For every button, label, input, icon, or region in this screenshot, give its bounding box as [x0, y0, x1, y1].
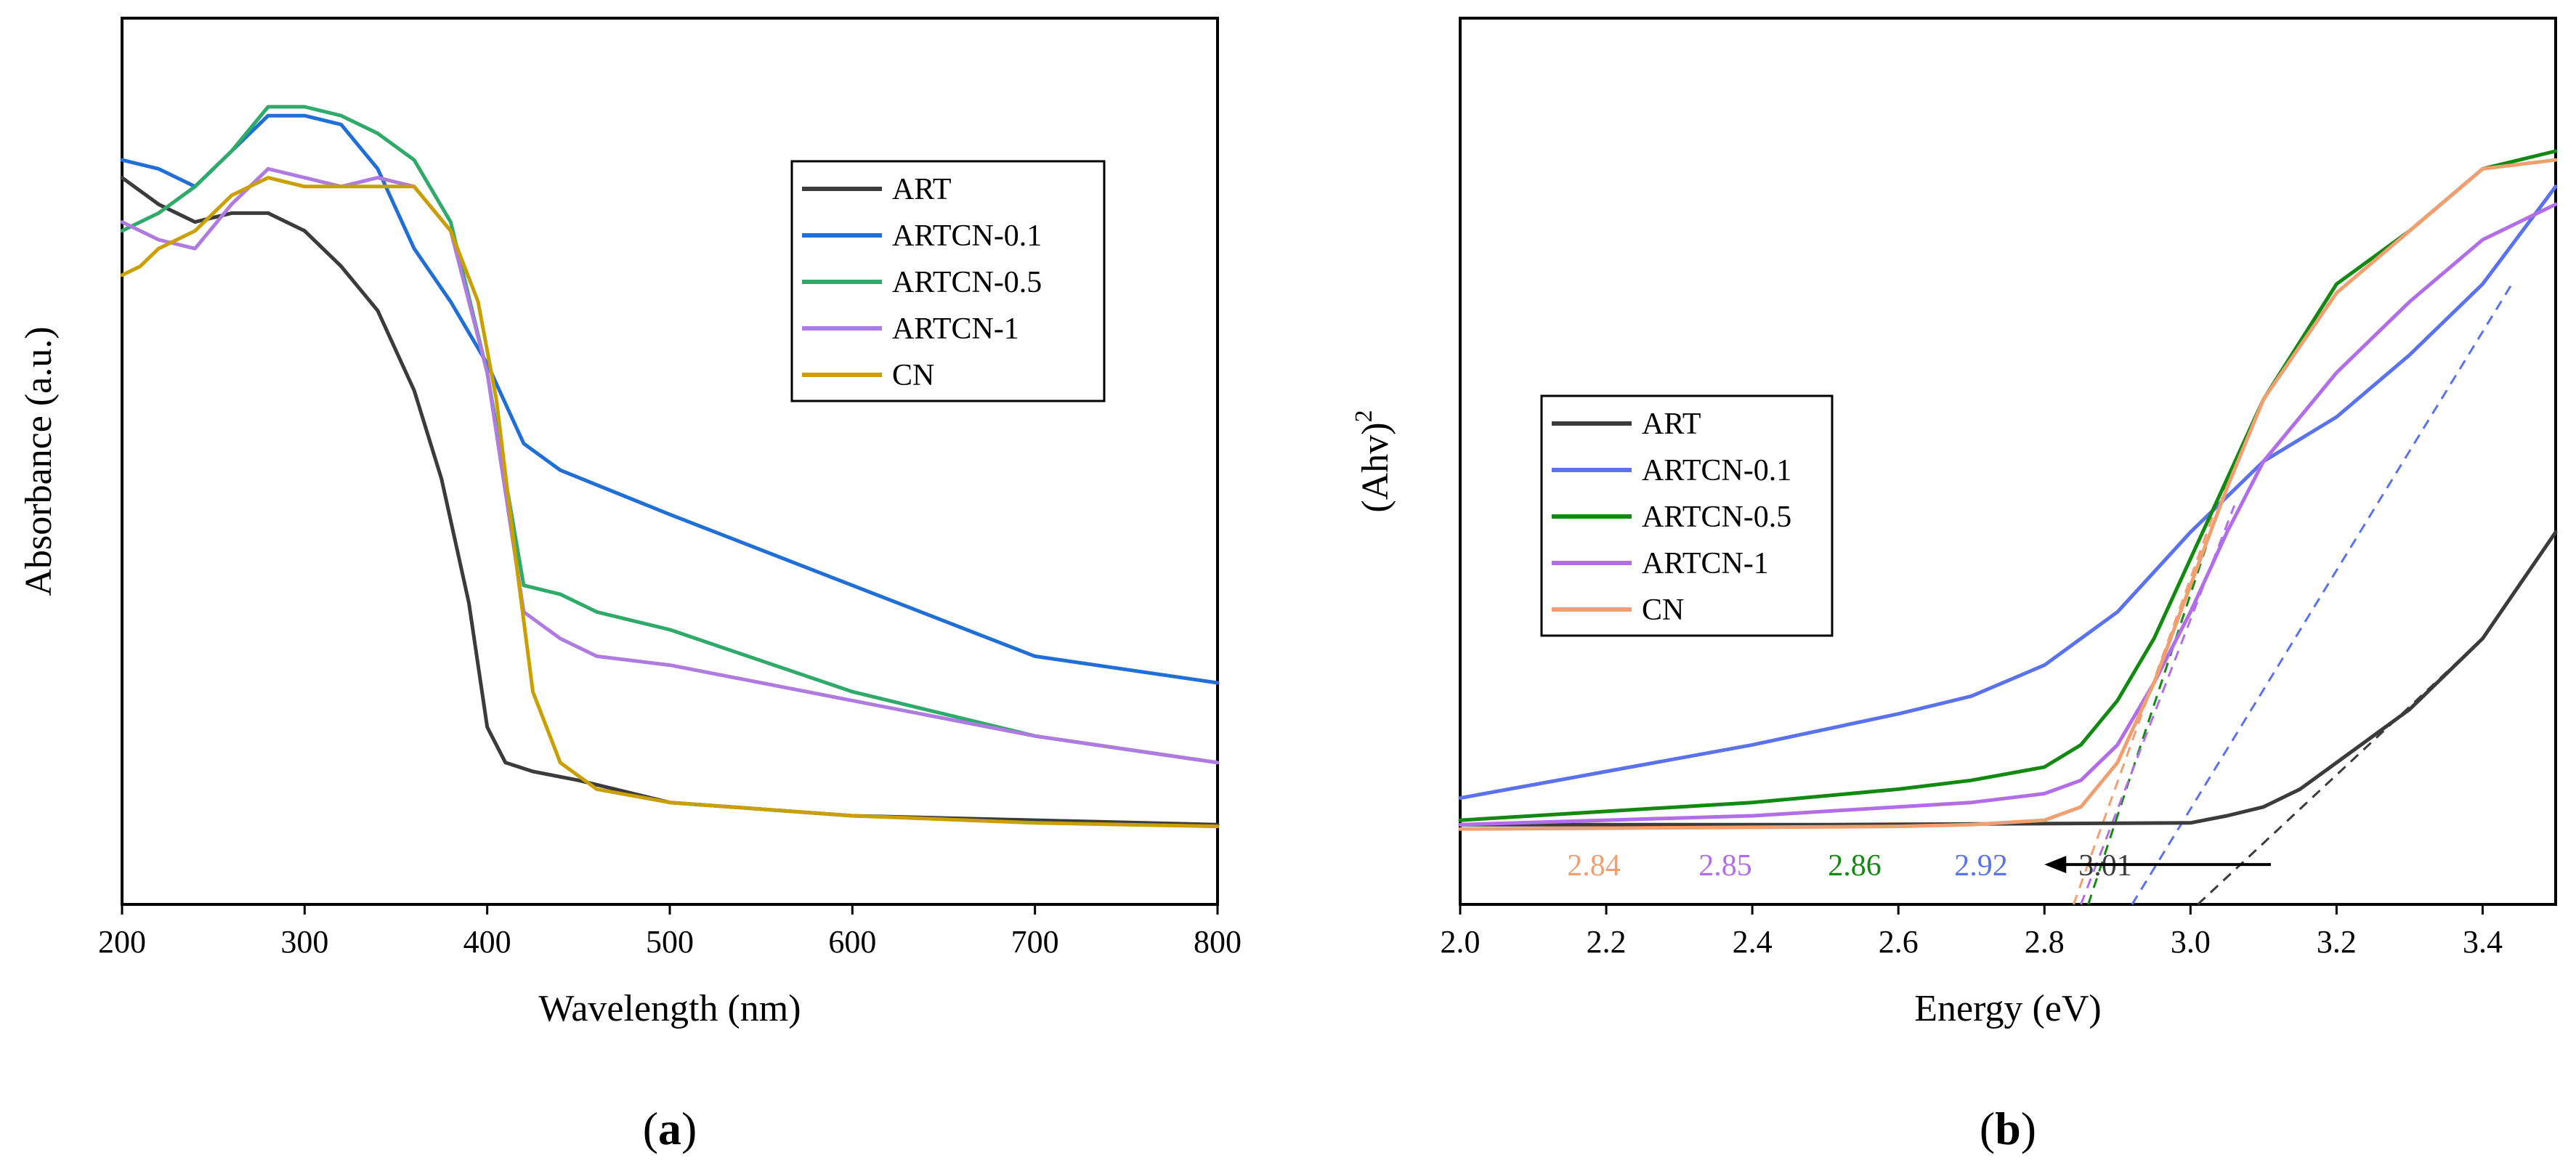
- chart-b-ylabel: (Ahv)2: [1350, 410, 1396, 512]
- chart-b-x-tick-label: 2.2: [1587, 924, 1627, 960]
- chart-b-xlabel: Energy (eV): [1914, 988, 2102, 1029]
- panel-label-a-letter: a: [658, 1103, 681, 1154]
- chart-b: 2.0 2.2 2.4 2.6 2.8 3.0 3.2 3.4 ARTARTCN-0.1ART…: [1350, 17, 2558, 1029]
- chart-b-legend: ART ARTCN-0.1 ARTCN-0.5 ARTCN-1 CN: [1540, 394, 1834, 637]
- series-line-artcn-0-5: [1458, 149, 2558, 822]
- chart-b-x-tick-label: 3.0: [2171, 924, 2211, 960]
- chart-b-x-tick-label: 2.6: [1879, 924, 1919, 960]
- chart-a: 200 300 400 500 600 700 800 ART ARTCN-0.1 ARTCN-…: [18, 17, 1242, 1029]
- chart-b-ylabel-main: (Ahv): [1355, 422, 1396, 512]
- chart-b-x-tick-label: 2.8: [2025, 924, 2065, 960]
- legend-label-artcn-0-1: ARTCN-0.1: [892, 219, 1042, 253]
- legend-label-cn: CN: [1642, 593, 1684, 627]
- chart-a-x-ticks: 200 300 400 500 600 700 800: [98, 904, 1242, 960]
- band-gap-label-2.85: 2.85: [1698, 849, 1752, 883]
- legend-label-artcn-1: ARTCN-1: [1642, 547, 1769, 580]
- band-gap-label-2.86: 2.86: [1828, 849, 1882, 883]
- legend-label-artcn-0-5: ARTCN-0.5: [1642, 501, 1791, 534]
- chart-a-x-tick-label: 800: [1194, 924, 1242, 960]
- legend-label-artcn-0-5: ARTCN-0.5: [892, 266, 1042, 299]
- chart-a-x-tick-label: 200: [98, 924, 146, 960]
- panel-label-a-open: (: [643, 1103, 658, 1154]
- panel-label-a: (a): [643, 1103, 697, 1154]
- chart-a-series-group: [120, 105, 1220, 829]
- chart-a-legend: ART ARTCN-0.1 ARTCN-0.5 ARTCN-1 CN: [790, 160, 1106, 402]
- band-gap-label-2.84: 2.84: [1567, 849, 1621, 883]
- panel-label-b-open: (: [1980, 1103, 1995, 1154]
- chart-a-xlabel: Wavelength (nm): [538, 988, 801, 1029]
- chart-b-ylabel-sup: 2: [1350, 410, 1377, 422]
- tangent-line-art: [2197, 637, 2484, 906]
- legend-label-artcn-0-1: ARTCN-0.1: [1642, 454, 1791, 487]
- chart-b-band-gap-annotations: 2.84 2.85 2.86 2.92 3.01: [1567, 849, 2271, 883]
- legend-label-art: ART: [1642, 408, 1701, 441]
- band-gap-arrow-head: [2044, 856, 2067, 874]
- chart-b-x-ticks: 2.0 2.2 2.4 2.6 2.8 3.0 3.2 3.4: [1441, 904, 2503, 960]
- chart-b-x-tick-label: 3.4: [2463, 924, 2503, 960]
- chart-a-x-tick-label: 700: [1011, 924, 1059, 960]
- chart-b-x-tick-label: 3.2: [2317, 924, 2357, 960]
- series-line-cn: [1458, 158, 2558, 831]
- legend-label-artcn-1: ARTCN-1: [892, 312, 1019, 346]
- chart-a-x-tick-label: 600: [828, 924, 876, 960]
- chart-b-x-tick-label: 2.4: [1733, 924, 1773, 960]
- panel-label-b-close: ): [2021, 1103, 2036, 1154]
- series-line-cn: [120, 176, 1220, 829]
- panel-label-a-close: ): [681, 1103, 697, 1154]
- chart-b-series-group: [1458, 149, 2558, 831]
- band-gap-label-2.92: 2.92: [1954, 849, 2008, 883]
- series-line-artcn-0-1: [1458, 185, 2558, 801]
- chart-a-x-tick-label: 500: [646, 924, 694, 960]
- chart-b-frame: [1459, 17, 2557, 906]
- panel-label-b-letter: b: [1995, 1103, 2021, 1154]
- legend-label-cn: CN: [892, 359, 934, 392]
- series-line-art: [1458, 530, 2558, 827]
- chart-a-x-tick-label: 400: [463, 924, 511, 960]
- chart-b-x-tick-label: 2.0: [1441, 924, 1481, 960]
- legend-label-art: ART: [892, 173, 951, 206]
- chart-a-ylabel: Absorbance (a.u.): [18, 326, 60, 596]
- panel-label-b: (b): [1980, 1103, 2036, 1154]
- series-line-artcn-0-5: [120, 105, 1220, 765]
- series-line-artcn-1: [1458, 202, 2558, 827]
- chart-a-x-tick-label: 300: [280, 924, 328, 960]
